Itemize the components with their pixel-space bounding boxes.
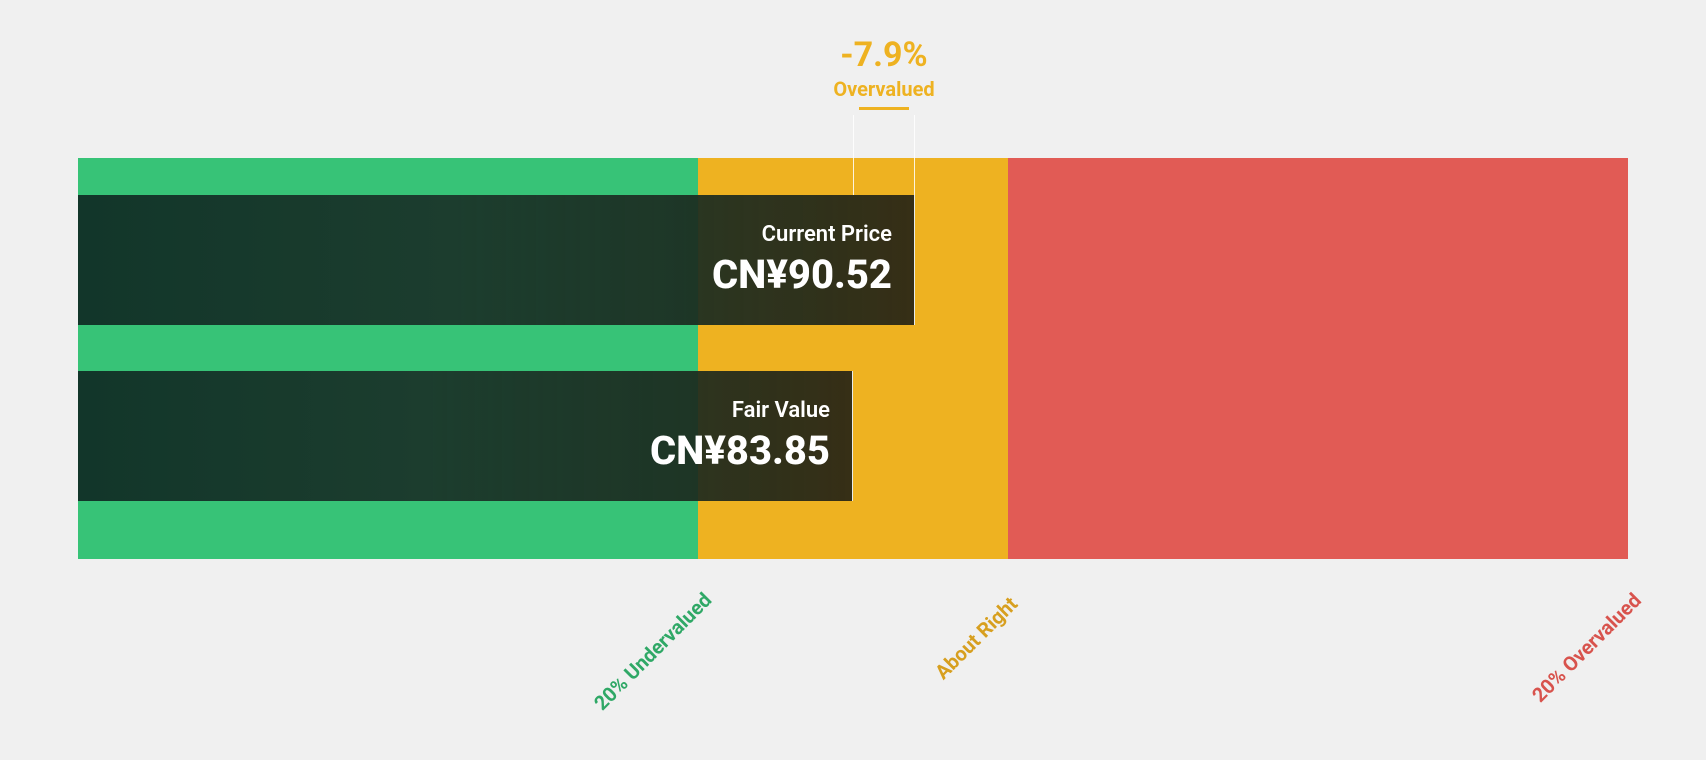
valuation-header: -7.9% Overvalued xyxy=(794,35,974,110)
valuation-underline xyxy=(859,107,909,110)
fair-value-bar: Fair Value CN¥83.85 xyxy=(78,371,853,501)
current-price-value: CN¥90.52 xyxy=(712,251,892,298)
fair-value-label: Fair Value xyxy=(732,398,830,423)
valuation-chart: Current Price CN¥90.52 Fair Value CN¥83.… xyxy=(78,158,1628,559)
valuation-status: Overvalued xyxy=(794,77,974,101)
valuation-percent: -7.9% xyxy=(794,35,974,75)
current-price-label: Current Price xyxy=(762,222,892,247)
fair-value-value: CN¥83.85 xyxy=(650,427,830,474)
band-overvalued xyxy=(1008,158,1628,559)
price-gap-connector xyxy=(853,115,915,195)
axis-label-about-right: About Right xyxy=(930,591,1022,683)
axis-label-undervalued: 20% Undervalued xyxy=(589,587,716,714)
current-price-bar: Current Price CN¥90.52 xyxy=(78,195,915,325)
axis-label-overvalued: 20% Overvalued xyxy=(1527,588,1646,707)
